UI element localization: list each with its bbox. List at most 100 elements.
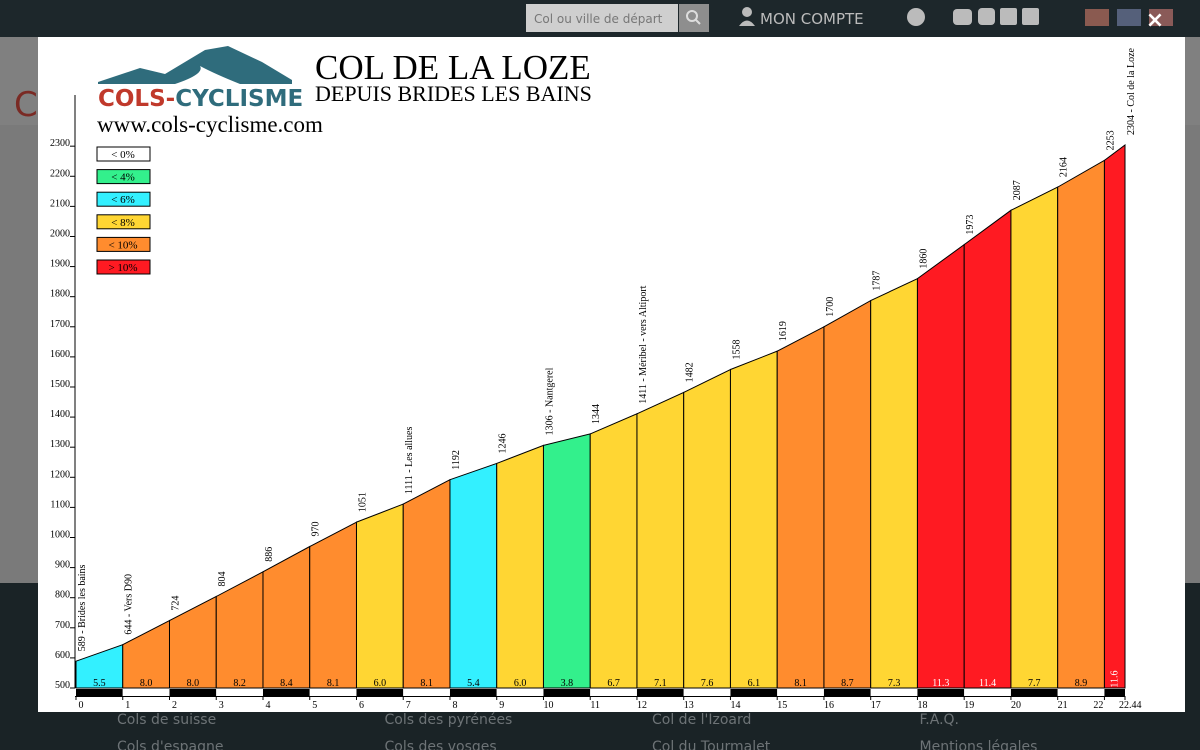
gradient-label: 7.1	[654, 678, 667, 689]
flag-fr[interactable]	[1149, 9, 1173, 26]
km-strip	[917, 689, 965, 696]
y-tick-label: 1900	[50, 259, 70, 270]
x-tick-label: 21	[1058, 700, 1068, 711]
youtube-icon[interactable]	[953, 9, 972, 25]
x-tick-label: 12	[637, 700, 647, 711]
search-placeholder: Col ou ville de départ	[534, 12, 663, 26]
gradient-segment	[1057, 159, 1105, 689]
x-tick-label: 8	[452, 700, 457, 711]
close-button[interactable]: ×	[1146, 8, 1164, 33]
legend-label: > 10%	[108, 262, 137, 274]
y-tick-label: 1300	[50, 439, 70, 450]
gradient-segment	[355, 503, 404, 689]
point-label: 886	[264, 547, 275, 562]
point-label: 1860	[918, 249, 929, 269]
footer-link[interactable]: F.A.Q.	[920, 712, 960, 728]
footer-link[interactable]: Cols de suisse	[117, 712, 216, 728]
point-label: 1787	[872, 271, 883, 291]
x-tick-label: 0	[79, 700, 84, 711]
legend-label: < 4%	[111, 172, 135, 184]
x-tick-label: 15	[777, 700, 787, 711]
plot: 5.5 8.0 8.0 8.2 8.4 8.1 6.0 8.1 5.4 6.0 3.8 6.7 7.1 7…	[50, 47, 1142, 711]
account-icon	[739, 20, 755, 26]
logo-road	[175, 66, 240, 84]
footer-link[interactable]: Col de l'Izoard	[652, 712, 751, 728]
km-strip	[636, 689, 684, 696]
legend-label: < 8%	[111, 217, 135, 229]
gradient-label: 8.2	[233, 678, 246, 689]
gradient-segment	[916, 243, 965, 689]
gradient-label: 7.7	[1028, 678, 1041, 689]
x-tick-label: 6	[359, 700, 364, 711]
gradient-label: 8.1	[420, 678, 433, 689]
legend-swatch	[96, 236, 151, 252]
gradient-label: 8.9	[1075, 678, 1088, 689]
gradient-segment	[496, 444, 544, 689]
gradient-segment	[870, 277, 918, 689]
x-tick-label: 1	[125, 700, 130, 711]
logo-mountains	[98, 46, 292, 84]
footer-link[interactable]: Cols des vosges	[385, 739, 497, 750]
y-tick-label: 800	[55, 590, 70, 601]
km-strip	[543, 689, 591, 696]
point-label: 1482	[685, 362, 696, 382]
gradient-label: 8.0	[140, 678, 153, 689]
gradient-segment	[963, 209, 1012, 689]
account-icon	[742, 7, 752, 17]
gradient-label: 6.1	[748, 678, 761, 689]
point-label: 2087	[1012, 180, 1023, 200]
account-link[interactable]: MON COMPTE	[760, 10, 864, 28]
gradient-segment	[449, 462, 498, 689]
point-label: 1700	[825, 297, 836, 317]
footer-link[interactable]: Cols d'espagne	[117, 739, 223, 750]
search-icon	[686, 10, 698, 22]
footer-link[interactable]: Cols des pyrénées	[385, 712, 513, 728]
km-strip	[76, 689, 123, 696]
flag-de[interactable]	[1085, 9, 1109, 26]
x-tick-label: 20	[1011, 700, 1021, 711]
gradient-label: 8.0	[187, 678, 200, 689]
legend-swatch	[96, 146, 151, 162]
km-strip	[1104, 689, 1125, 696]
gradient-label: 6.0	[514, 678, 527, 689]
flag-en[interactable]	[1117, 9, 1141, 26]
x-tick-label: 22.44	[1119, 700, 1142, 711]
search-button[interactable]	[679, 4, 709, 32]
chart-title: COL DE LA LOZE	[315, 48, 591, 87]
gradient-segment	[309, 521, 357, 689]
x-tick-label: 13	[684, 700, 694, 711]
point-label: 644 - Vers D90	[124, 574, 135, 635]
legend-swatch	[96, 214, 151, 230]
gradient-label: 7.6	[701, 678, 714, 689]
search-input[interactable]	[526, 4, 678, 32]
logo-part: COLS-	[98, 86, 175, 112]
x-tick-label: 10	[543, 700, 553, 711]
point-label: 2164	[1059, 157, 1070, 177]
y-tick-label: 1000	[50, 529, 70, 540]
y-tick-label: 2200	[50, 168, 70, 179]
help-icon[interactable]	[907, 8, 925, 26]
gradient-label: 8.1	[794, 678, 807, 689]
km-strip	[870, 689, 918, 696]
x-tick-label: 3	[219, 700, 224, 711]
facebook-icon[interactable]	[1000, 8, 1017, 25]
gradient-label: 3.8	[561, 678, 574, 689]
gradient-segment	[1103, 143, 1126, 689]
chart-subtitle: DEPUIS BRIDES LES BAINS	[315, 81, 592, 106]
point-label: 1051	[357, 492, 368, 512]
km-strip	[496, 689, 544, 696]
legend-label: < 0%	[111, 149, 135, 161]
footer-link[interactable]: Mentions légales	[920, 739, 1038, 750]
footer-link[interactable]: Col du Tourmalet	[652, 739, 771, 750]
nav-fragment: C	[14, 85, 38, 125]
gradient-segment	[402, 478, 451, 689]
point-label: 2253	[1105, 130, 1116, 150]
twitter-icon[interactable]	[1022, 8, 1039, 25]
legend-label: < 10%	[108, 239, 137, 251]
gradient-segment	[262, 545, 311, 689]
point-label: 1619	[778, 321, 789, 341]
instagram-icon[interactable]	[978, 8, 995, 25]
gradient-label: 8.7	[841, 678, 854, 689]
gradient-label: 5.4	[467, 678, 480, 689]
